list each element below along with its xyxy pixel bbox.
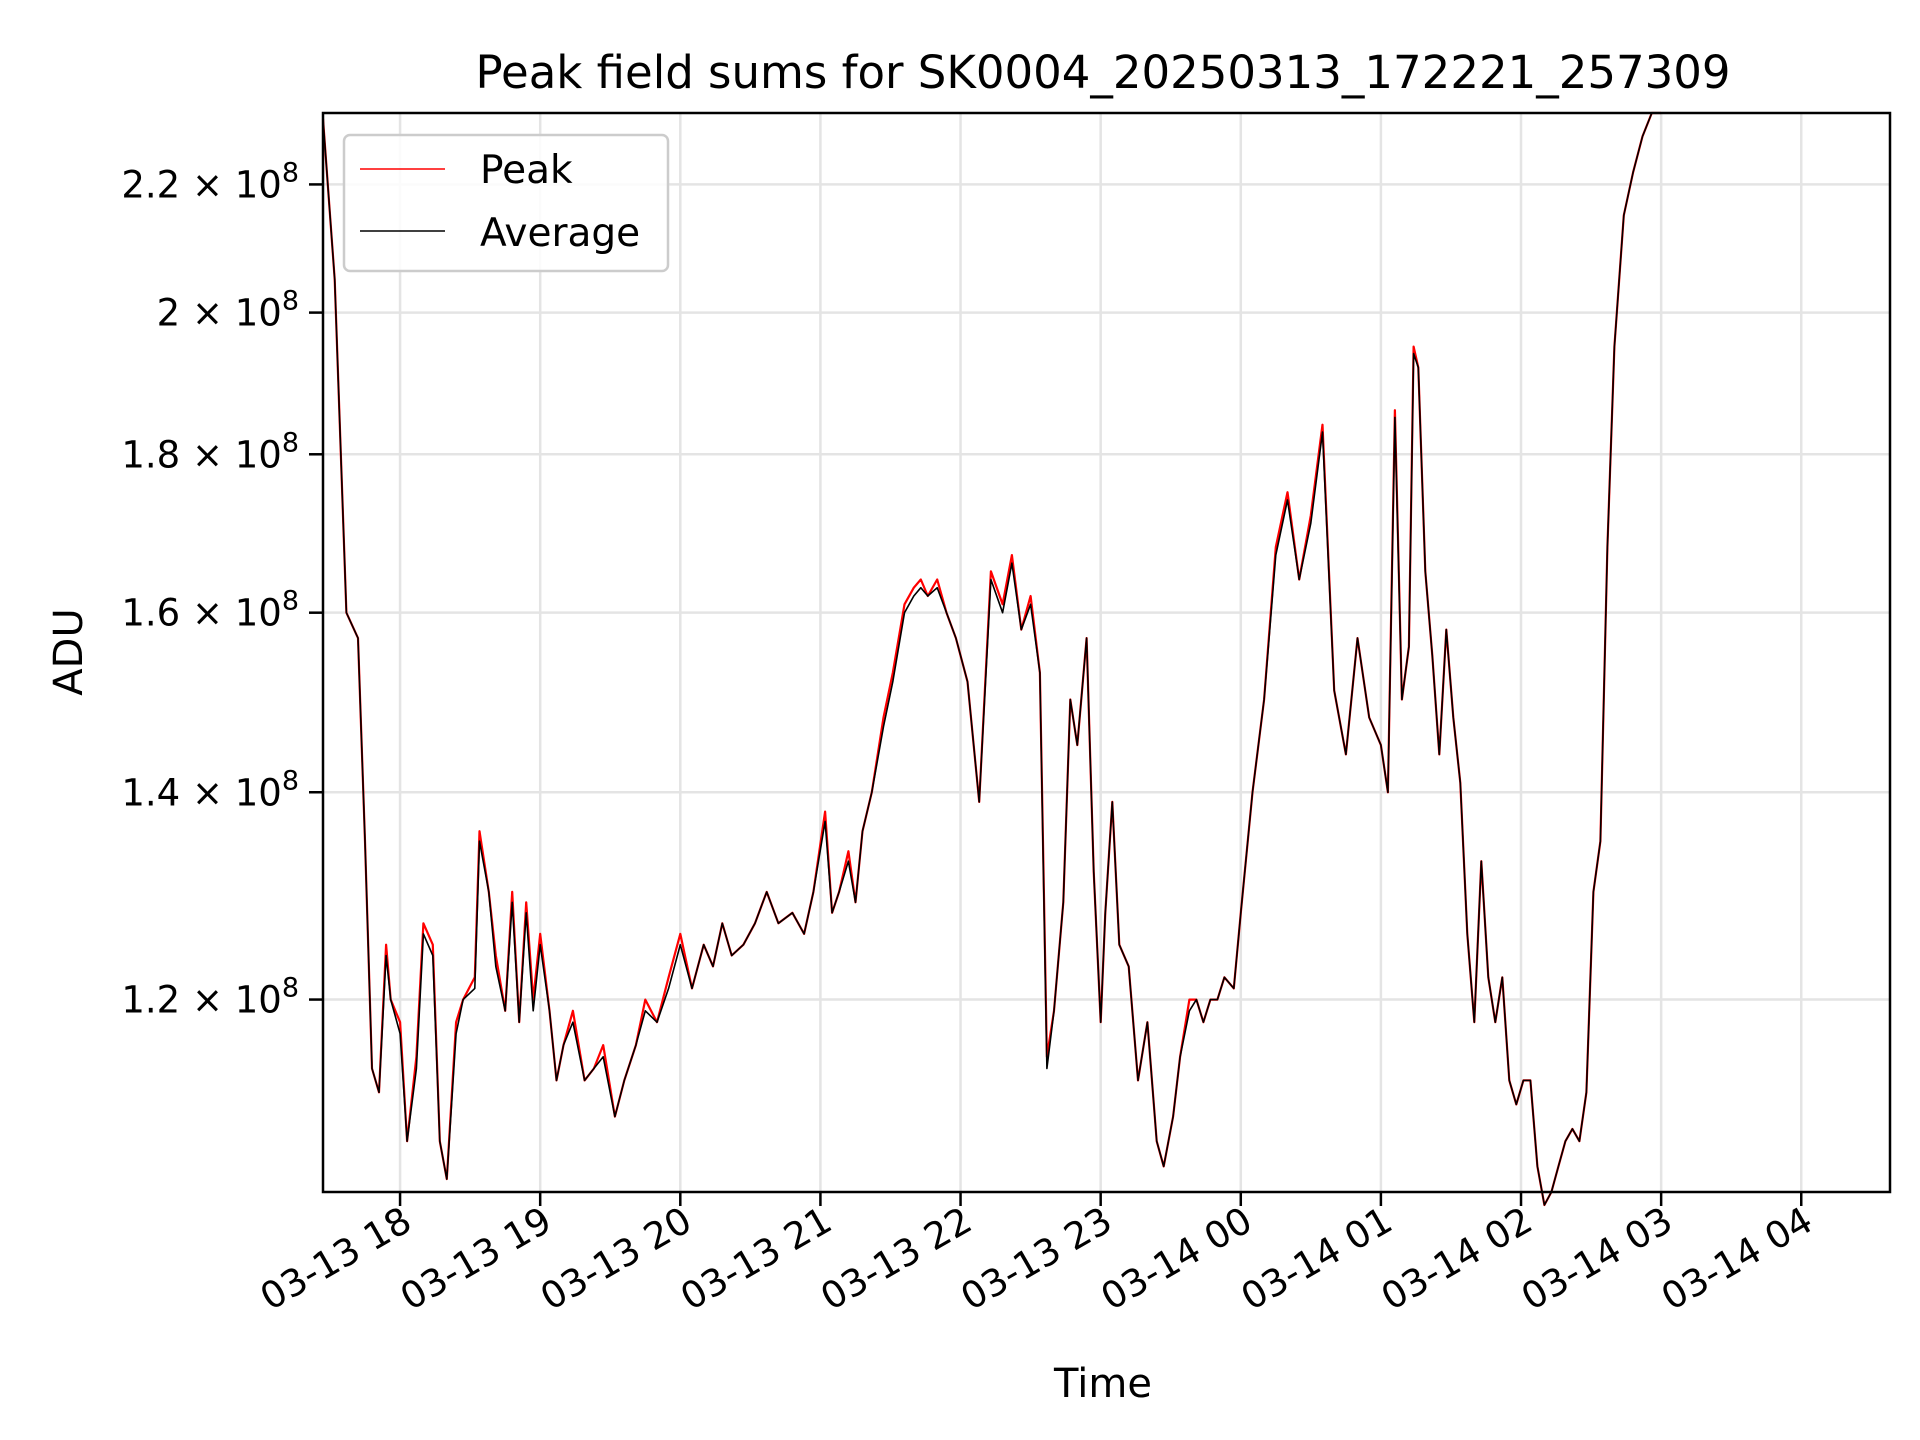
x-tick-label: 03-14 04: [1654, 1199, 1820, 1319]
plot-frame: [321, 111, 1892, 1194]
y-ticks: 1.2 × 108 1.4 × 108 1.6 × 108 1.8 × 108 2 × …: [121, 157, 323, 1022]
series-lines: [321, 111, 1662, 1207]
y-tick-label: 1.6 × 108: [121, 586, 299, 635]
x-tick-label: 03-13 18: [253, 1199, 419, 1319]
legend-label-peak: Peak: [480, 148, 573, 193]
x-tick-label: 03-13 21: [673, 1199, 839, 1319]
x-tick-label: 03-13 20: [533, 1199, 699, 1319]
x-tick-label: 03-13 23: [954, 1199, 1120, 1319]
x-tick-label: 03-14 01: [1234, 1199, 1400, 1319]
gridlines: [323, 113, 1890, 1192]
legend: Peak Average: [342, 133, 670, 273]
y-tick-label: 1.2 × 108: [121, 973, 299, 1022]
x-axis-label: Time: [1053, 1361, 1152, 1407]
y-tick-label: 1.8 × 108: [121, 427, 299, 476]
chart-title: Peak field sums for SK0004_20250313_1722…: [476, 46, 1731, 99]
legend-label-average: Average: [480, 211, 640, 256]
x-tick-label: 03-14 03: [1514, 1199, 1680, 1319]
series-line-peak: [321, 111, 1662, 1207]
y-tick-label: 1.4 × 108: [121, 765, 299, 814]
series-line-average: [322, 112, 1662, 1206]
x-tick-label: 03-14 02: [1374, 1199, 1540, 1319]
y-tick-label: 2 × 108: [157, 286, 299, 335]
y-axis-label: ADU: [46, 608, 92, 695]
x-tick-label: 03-13 19: [393, 1199, 559, 1319]
x-tick-label: 03-13 22: [813, 1199, 979, 1319]
y-tick-label: 2.2 × 108: [121, 157, 299, 206]
x-tick-label: 03-14 00: [1094, 1199, 1260, 1319]
